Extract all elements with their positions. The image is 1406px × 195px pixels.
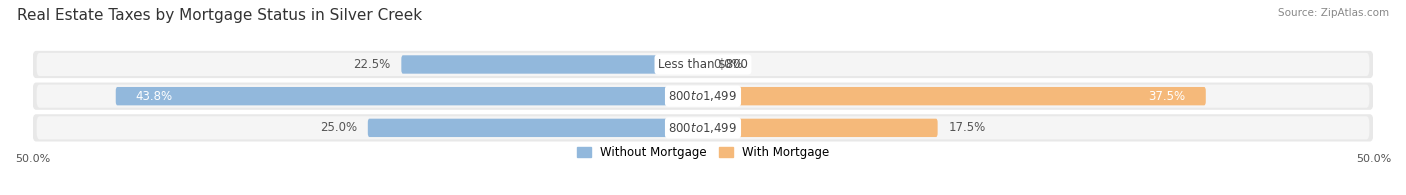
Text: Real Estate Taxes by Mortgage Status in Silver Creek: Real Estate Taxes by Mortgage Status in … [17,8,422,23]
FancyBboxPatch shape [32,114,1374,142]
FancyBboxPatch shape [37,53,1369,76]
FancyBboxPatch shape [368,119,703,137]
FancyBboxPatch shape [32,82,1374,110]
Text: Less than $800: Less than $800 [658,58,748,71]
FancyBboxPatch shape [703,119,938,137]
Legend: Without Mortgage, With Mortgage: Without Mortgage, With Mortgage [576,146,830,159]
FancyBboxPatch shape [32,51,1374,78]
Text: 37.5%: 37.5% [1149,90,1185,103]
FancyBboxPatch shape [37,85,1369,108]
FancyBboxPatch shape [401,55,703,74]
Text: 43.8%: 43.8% [136,90,173,103]
Text: $800 to $1,499: $800 to $1,499 [668,89,738,103]
Text: 22.5%: 22.5% [353,58,391,71]
FancyBboxPatch shape [703,87,1206,105]
FancyBboxPatch shape [115,87,703,105]
Text: Source: ZipAtlas.com: Source: ZipAtlas.com [1278,8,1389,18]
Text: $800 to $1,499: $800 to $1,499 [668,121,738,135]
Text: 17.5%: 17.5% [949,121,986,134]
FancyBboxPatch shape [37,116,1369,139]
Text: 25.0%: 25.0% [321,121,357,134]
Text: 0.0%: 0.0% [714,58,744,71]
